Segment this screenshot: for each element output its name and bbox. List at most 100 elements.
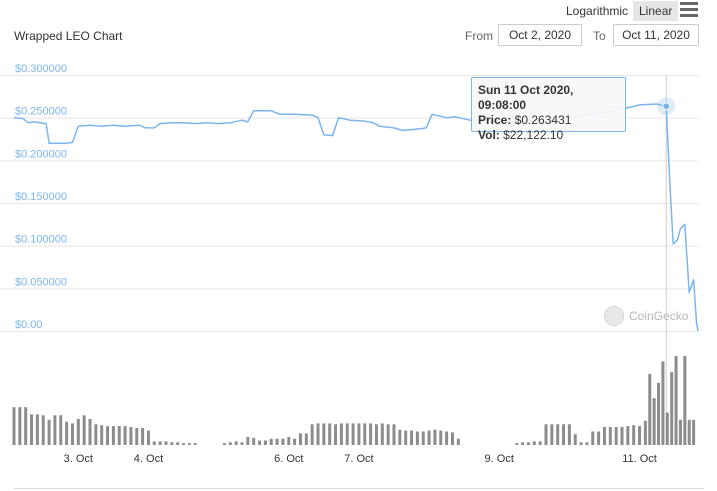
volume-bar	[59, 415, 63, 445]
from-label: From	[465, 29, 493, 43]
volume-bar	[369, 423, 373, 445]
volume-bar	[240, 442, 244, 445]
y-tick-label: $0.300000	[15, 63, 67, 75]
volume-bar	[544, 424, 548, 445]
volume-bar	[41, 415, 45, 445]
tooltip-vol-label: Vol:	[478, 128, 500, 142]
tooltip-vol-value: $22,122.10	[503, 128, 564, 142]
tooltip-date: Sun 11 Oct 2020, 09:08:00	[478, 83, 574, 112]
price-tooltip: Sun 11 Oct 2020, 09:08:00 Price: $0.2634…	[471, 77, 626, 142]
volume-bar	[158, 441, 162, 445]
volume-bar	[141, 427, 145, 445]
volume-bar	[176, 442, 180, 445]
volume-bar	[450, 432, 454, 445]
y-tick-label: $0.00	[15, 319, 43, 331]
volume-bar	[692, 419, 696, 445]
volume-bar	[626, 426, 630, 445]
volume-bar	[585, 442, 589, 445]
volume-bar	[357, 423, 361, 445]
volume-bar	[76, 418, 80, 445]
volume-bar	[433, 429, 437, 445]
volume-bar	[12, 407, 16, 445]
volume-bar	[117, 426, 121, 445]
hamburger-menu-icon[interactable]	[680, 2, 698, 18]
volume-bar	[392, 424, 396, 445]
volume-bar	[234, 441, 238, 445]
volume-bar	[24, 407, 28, 445]
price-line	[13, 103, 699, 332]
tooltip-price-label: Price:	[478, 113, 512, 127]
volume-bar	[193, 443, 197, 445]
volume-bar	[252, 437, 256, 445]
volume-bar	[94, 424, 98, 445]
volume-bar	[591, 431, 595, 445]
volume-bar	[100, 425, 104, 445]
volume-bar	[298, 433, 302, 445]
highlight-point	[662, 102, 671, 111]
volume-bar	[328, 423, 332, 445]
volume-bar	[152, 441, 156, 445]
volume-bar	[427, 430, 431, 445]
volume-bar	[269, 438, 273, 445]
volume-bar	[310, 424, 314, 445]
volume-bar	[135, 427, 139, 445]
volume-bar	[398, 429, 402, 445]
volume-bar	[123, 426, 127, 445]
volume-bar	[70, 423, 74, 445]
volume-bar	[339, 423, 343, 445]
volume-bar	[222, 443, 226, 445]
x-tick-label: 11. Oct	[622, 453, 657, 465]
price-series	[13, 97, 699, 332]
tooltip-price-value: $0.263431	[514, 113, 572, 127]
volume-bar	[602, 427, 606, 445]
volume-bar	[345, 423, 349, 445]
volume-bar	[638, 426, 642, 445]
x-tick-label: 9. Oct	[485, 453, 514, 465]
volume-bar	[182, 443, 186, 445]
volume-bar	[82, 415, 86, 445]
volume-bar	[228, 442, 232, 445]
volume-bar	[648, 373, 652, 445]
volume-bar	[47, 419, 51, 445]
volume-bar	[304, 433, 308, 445]
volume-bar	[597, 431, 601, 445]
volume-bar	[287, 436, 291, 445]
volume-bar	[281, 438, 285, 445]
volume-bar	[532, 441, 536, 445]
volume-bar	[632, 425, 636, 445]
volume-bar	[661, 361, 665, 445]
volume-bar	[351, 423, 355, 445]
volume-bar	[65, 421, 69, 445]
volume-bar	[263, 440, 267, 445]
volume-bar	[275, 438, 279, 445]
volume-bar	[657, 382, 661, 445]
volume-bar	[439, 430, 443, 445]
volume-bar	[322, 423, 326, 445]
volume-bar	[374, 424, 378, 445]
x-tick-label: 7. Oct	[344, 453, 373, 465]
volume-bar	[258, 440, 262, 445]
to-date-input[interactable]: Oct 11, 2020	[613, 24, 699, 46]
volume-bar	[146, 430, 150, 445]
volume-bar	[404, 430, 408, 445]
y-tick-label: $0.100000	[15, 234, 67, 246]
from-date-input[interactable]: Oct 2, 2020	[498, 24, 582, 46]
navigator-divider	[14, 488, 704, 489]
volume-bar	[670, 372, 674, 445]
x-tick-label: 6. Oct	[274, 453, 303, 465]
volume-bar	[526, 442, 530, 445]
x-tick-label: 4. Oct	[134, 453, 163, 465]
coingecko-logo-icon	[604, 306, 624, 326]
volume-bar	[550, 424, 554, 445]
volume-bar	[164, 441, 168, 445]
logarithmic-scale-button[interactable]: Logarithmic	[566, 4, 629, 18]
linear-scale-button[interactable]: Linear	[633, 1, 679, 21]
volume-bar	[35, 414, 39, 445]
volume-bar	[567, 424, 571, 445]
volume-bar	[386, 424, 390, 445]
volume-bar	[674, 355, 678, 445]
grid-lines	[0, 75, 698, 332]
volume-bar	[30, 414, 34, 445]
volume-bar	[562, 424, 566, 445]
